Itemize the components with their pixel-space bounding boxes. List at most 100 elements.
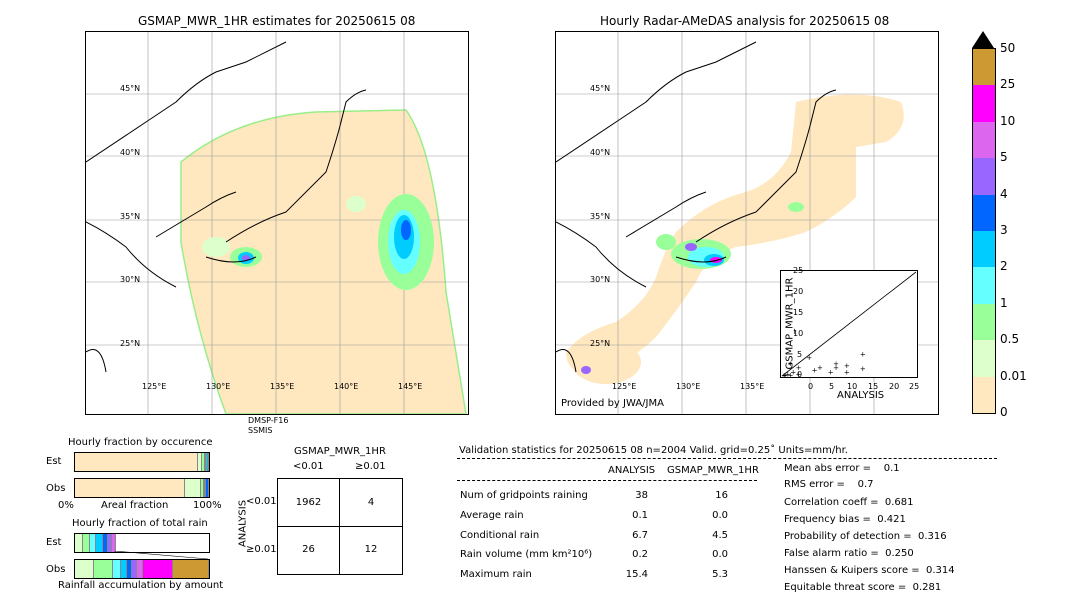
scatter-xtick-15: 15	[868, 382, 879, 391]
stat-a-gridpoints: 38	[635, 490, 648, 501]
colorbar-segment	[973, 121, 995, 159]
right-lon-label-125: 125°E	[612, 382, 637, 391]
total-obs-bar	[74, 559, 210, 579]
score-far: False alarm ratio = 0.250	[784, 548, 914, 559]
scatter-xtick-0: 0	[808, 382, 814, 391]
left-lat-label-40: 40°N	[120, 148, 141, 157]
scatter-point: +	[806, 354, 812, 362]
left-lat-label-45: 45°N	[120, 84, 141, 93]
scatter-xtick-5: 5	[829, 382, 835, 391]
satellite-swath	[180, 109, 467, 414]
colorbar-label: 3	[1000, 223, 1008, 237]
fraction-segment	[172, 560, 209, 578]
right-map: 45°N 40°N 35°N 30°N 25°N 125°E 130°E 135…	[555, 31, 939, 415]
colorbar-label: 4	[1000, 186, 1008, 201]
left-lon-label-140: 140°E	[334, 382, 359, 391]
right-lat-label-45: 45°N	[590, 84, 611, 93]
scatter-plot: ++++ ++++ ++++++++++	[781, 271, 917, 380]
stat-a-average: 0.1	[632, 510, 648, 521]
validation-header: Validation statistics for 20250615 08 n=…	[459, 445, 848, 456]
scatter-diagonal	[781, 271, 917, 377]
colorbar-segment	[973, 85, 995, 122]
fraction-segment	[184, 479, 201, 497]
fraction-segment	[206, 453, 208, 471]
colorbar-label: 0.5	[1000, 332, 1020, 347]
col-analysis-header: ANALYSIS	[608, 465, 656, 476]
scatter-xlabel: ANALYSIS	[837, 390, 885, 401]
total-est-label: Est	[46, 537, 62, 548]
fraction-segment	[94, 560, 113, 578]
areal-axis-label: Areal fraction	[101, 500, 169, 511]
radar-rain	[581, 202, 804, 374]
scatter-point: +	[844, 368, 850, 376]
score-hk: Hanssen & Kuipers score = 0.314	[784, 565, 955, 576]
scatter-ytick-5: 5	[797, 350, 803, 359]
stat-label-average: Average rain	[460, 510, 524, 521]
left-lon-label-135: 135°E	[270, 382, 295, 391]
score-ets: Equitable threat score = 0.281	[784, 582, 942, 593]
scatter-point: +	[781, 372, 787, 377]
total-obs-label: Obs	[46, 564, 66, 575]
stat-g-maximum: 5.3	[712, 569, 728, 580]
left-map: 45°N 40°N 35°N 30°N 25°N 125°E 130°E 135…	[85, 31, 469, 415]
contingency-row1: <0.01	[246, 496, 277, 507]
right-lon-label-135: 135°E	[740, 382, 765, 391]
coastlines	[86, 41, 367, 373]
fraction-segment	[203, 479, 205, 497]
colorbar-label: 50	[1000, 41, 1016, 55]
left-lon-label-125: 125°E	[142, 382, 167, 391]
scatter-point: +	[788, 371, 794, 377]
scatter-point: +	[790, 368, 796, 376]
colorbar-label: 25	[1000, 77, 1016, 92]
stat-g-conditional: 4.5	[712, 530, 728, 541]
scatter-point: +	[844, 362, 850, 370]
scatter-point: +	[860, 350, 866, 358]
fraction-segment	[206, 479, 209, 497]
stat-a-volume: 0.2	[632, 549, 648, 560]
colorbar-segment	[973, 340, 995, 377]
sensor-type: SSMIS	[248, 426, 273, 435]
right-map-canvas	[556, 32, 938, 414]
occurrence-obs-bar	[74, 478, 210, 498]
scatter-point: +	[782, 372, 788, 377]
scatter-ytick-0: 0	[797, 370, 803, 379]
stat-g-average: 0.0	[712, 510, 728, 521]
scatter-point: +	[833, 364, 839, 372]
fraction-segment	[198, 453, 203, 471]
fraction-segment	[143, 560, 173, 578]
colorbar-segment	[973, 303, 995, 341]
scatter-xtick-25: 25	[909, 382, 920, 391]
colorbar-label: 0	[1000, 405, 1008, 419]
fraction-segment	[202, 453, 205, 471]
fraction-segment	[207, 453, 209, 471]
fraction-segment	[103, 534, 109, 552]
scatter-ytick-25: 25	[793, 266, 804, 275]
total-est-bar	[74, 533, 210, 553]
fraction-segment	[108, 534, 113, 552]
colorbar-label: 2	[1000, 259, 1008, 274]
stat-label-conditional: Conditional rain	[460, 530, 540, 541]
score-frequency-bias: Frequency bias = 0.421	[784, 514, 906, 525]
stat-g-volume: 0.0	[712, 549, 728, 560]
total-connector	[113, 551, 209, 560]
scatter-inset: + + + + + + + + + + + + + + + + + +	[780, 270, 918, 380]
left-lon-label-145: 145°E	[398, 382, 423, 391]
scatter-ytick-10: 10	[793, 329, 804, 338]
fraction-segment	[75, 560, 95, 578]
colorbar-segment	[973, 158, 995, 195]
occurrence-est-bar	[74, 452, 210, 472]
stat-label-gridpoints: Num of gridpoints raining	[460, 490, 588, 501]
stat-label-maximum: Maximum rain	[460, 569, 532, 580]
colorbar-label: 10	[1000, 113, 1016, 128]
fraction-segment	[200, 479, 204, 497]
fraction-segment	[137, 560, 144, 578]
left-lat-label-35: 35°N	[120, 212, 141, 221]
total-rain-title: Hourly fraction of total rain	[72, 518, 208, 529]
scatter-point: +	[796, 364, 802, 372]
occurrence-title: Hourly fraction by occurence	[68, 437, 213, 448]
col-gsmap-header: GSMAP_MWR_1HR	[667, 465, 759, 476]
left-lat-label-30: 30°N	[120, 275, 141, 284]
stats-dashline	[457, 480, 757, 481]
scatter-point: +	[828, 368, 834, 376]
occurrence-est-label: Est	[46, 456, 62, 467]
